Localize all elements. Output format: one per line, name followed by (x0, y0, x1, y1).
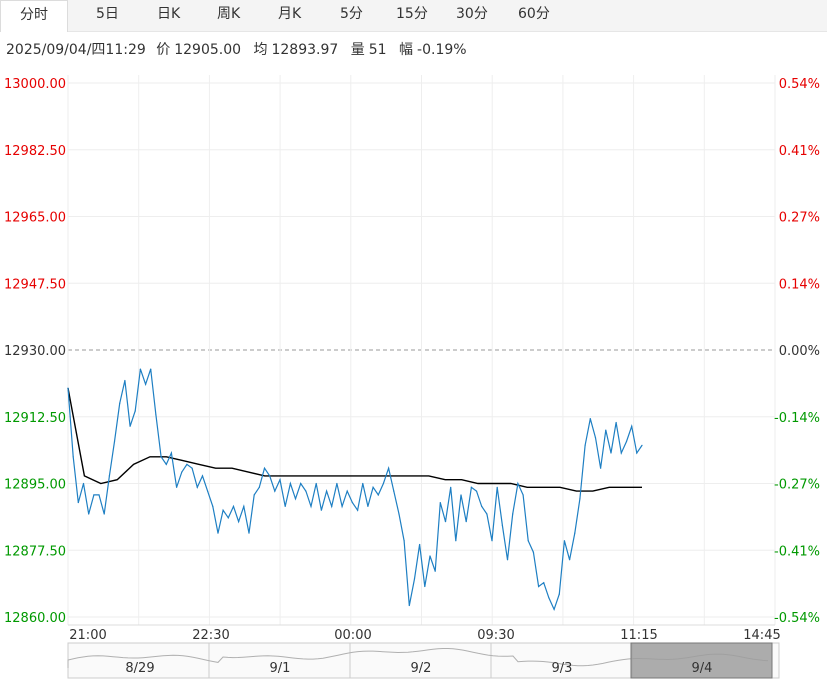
pct-tick-label: -0.41% (774, 544, 820, 559)
tab-7[interactable]: 30分 (456, 6, 488, 22)
pct-tick-label: -0.54% (774, 611, 820, 626)
avg-label: 均 (253, 42, 268, 58)
y-tick-label: 12877.50 (4, 544, 66, 559)
price-value: 12905.00 (174, 42, 242, 58)
pct-tick-label: -0.27% (774, 478, 820, 493)
tab-5[interactable]: 5分 (340, 6, 363, 22)
navigator-date-label: 9/4 (692, 661, 713, 676)
price-label: 价 (156, 42, 171, 58)
change-value: -0.19% (417, 42, 467, 58)
navigator-date-label: 9/1 (270, 661, 291, 676)
pct-tick-label: 0.00% (779, 344, 820, 359)
change-label: 幅 (399, 42, 414, 58)
price-line-points (67, 368, 643, 610)
pct-tick-label: 0.41% (779, 144, 820, 159)
avg-value: 12893.97 (271, 42, 339, 58)
average-price-line (67, 387, 642, 492)
volume-value: 51 (368, 42, 387, 58)
tab-1[interactable]: 5日 (96, 6, 119, 22)
percent-axis-labels: 0.54% 0.41% 0.27% 0.14% 0.00% -0.14% -0.27% -0.… (774, 77, 820, 626)
quote-datetime: 2025/09/04/四11:29 (6, 42, 146, 58)
period-tabs: 分时 5日 日K 周K 月K 5分 15分 30分 60分 (0, 0, 827, 32)
chart-grid (67, 75, 776, 626)
x-tick-label: 14:45 (743, 628, 780, 643)
y-tick-label: 12965.00 (4, 211, 66, 226)
pct-tick-label: -0.14% (774, 411, 820, 426)
x-tick-label: 11:15 (620, 628, 657, 643)
pct-tick-label: 0.54% (779, 77, 820, 92)
time-navigator[interactable]: 8/29 9/1 9/2 9/3 9/4 (67, 642, 780, 679)
y-tick-label: 12860.00 (4, 611, 66, 626)
x-tick-label: 09:30 (477, 628, 514, 643)
price-line (67, 368, 643, 612)
tab-3[interactable]: 周K (217, 6, 241, 22)
navigator-date-label: 9/2 (411, 661, 432, 676)
tab-8[interactable]: 60分 (518, 6, 550, 22)
y-tick-label: 12930.00 (4, 344, 66, 359)
navigator-window-handle[interactable] (630, 642, 773, 679)
tab-0[interactable]: 分时 (0, 0, 68, 32)
pct-tick-label: 0.27% (779, 211, 820, 226)
x-tick-label: 21:00 (69, 628, 106, 643)
y-tick-label: 12895.00 (4, 478, 66, 493)
volume-label: 量 (350, 42, 365, 58)
x-tick-label: 22:30 (192, 628, 229, 643)
x-tick-label: 00:00 (334, 628, 371, 643)
pct-tick-label: 0.14% (779, 277, 820, 292)
y-tick-label: 13000.00 (4, 77, 66, 92)
tab-6[interactable]: 15分 (396, 6, 428, 22)
time-axis-labels: 21:00 22:30 00:00 09:30 11:15 14:45 (69, 628, 780, 643)
price-axis-labels: 13000.00 12982.50 12965.00 12947.50 12930.00… (4, 77, 66, 626)
y-tick-label: 12912.50 (4, 411, 66, 426)
y-tick-label: 12947.50 (4, 277, 66, 292)
y-tick-label: 12982.50 (4, 144, 66, 159)
tab-4[interactable]: 月K (278, 6, 302, 22)
navigator-date-label: 8/29 (125, 661, 154, 676)
tab-2[interactable]: 日K (157, 6, 181, 22)
navigator-date-label: 9/3 (552, 661, 573, 676)
